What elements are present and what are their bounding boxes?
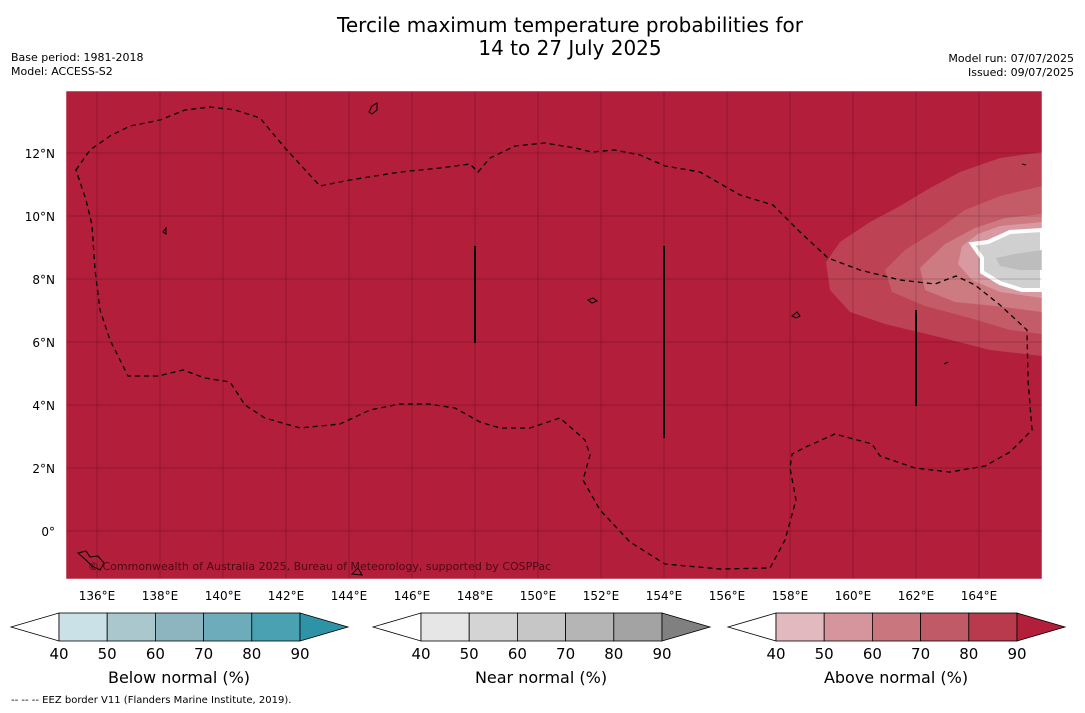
colorbar-near-segment [420, 612, 470, 642]
meta-right: Model run: 07/07/2025 Issued: 09/07/2025 [948, 52, 1074, 80]
colorbar-near-tick: 70 [556, 645, 575, 663]
colorbar-above-segment [968, 612, 1018, 642]
colorbar-above-tick: 90 [1007, 645, 1026, 663]
colorbar-below-segment [58, 612, 108, 642]
lon-label: 142°E [268, 589, 305, 603]
colorbar-above-segment [872, 612, 922, 642]
lon-label: 160°E [835, 589, 872, 603]
lon-label: 158°E [772, 589, 809, 603]
colorbar-above-tick: 80 [959, 645, 978, 663]
colorbar-below-segment [154, 612, 204, 642]
lon-label: 152°E [583, 589, 620, 603]
colorbar-above-tick: 60 [863, 645, 882, 663]
map-frame [65, 90, 1043, 580]
lat-label: 10°N [25, 210, 55, 224]
lat-label: 12°N [25, 147, 55, 161]
meta-left: Base period: 1981-2018 Model: ACCESS-S2 [11, 51, 143, 79]
colorbar-near-max-arrow [661, 612, 712, 642]
colorbar-near-tick: 80 [604, 645, 623, 663]
lon-label: 144°E [331, 589, 368, 603]
colorbar-below-max-arrow [299, 612, 350, 642]
base-period: Base period: 1981-2018 [11, 51, 144, 64]
colorbar-above-max-arrow [1016, 612, 1067, 642]
colorbar-above-segment [775, 612, 825, 642]
colorbar-near-segment [468, 612, 518, 642]
issued-date: Issued: 09/07/2025 [967, 66, 1074, 79]
eez-footnote: -- -- -- EEZ border V11 (Flanders Marine… [11, 695, 292, 706]
lon-label: 146°E [394, 589, 431, 603]
near-normal-inner-region [996, 250, 1042, 270]
colorbar-above-min-arrow [726, 612, 777, 642]
colorbar-above-tick: 50 [815, 645, 834, 663]
copyright-watermark: © Commonwealth of Australia 2025, Bureau… [88, 560, 551, 573]
map-area: © Commonwealth of Australia 2025, Bureau… [66, 91, 1042, 579]
colorbar-near-min-arrow [371, 612, 422, 642]
lat-label: 0° [41, 525, 55, 539]
colorbar-below-segment [251, 612, 301, 642]
lon-label: 138°E [142, 589, 179, 603]
lon-label: 136°E [79, 589, 116, 603]
lon-label: 148°E [457, 589, 494, 603]
colorbar-near-segment [613, 612, 663, 642]
gridlines [66, 91, 1042, 579]
colorbar-near-tick: 50 [460, 645, 479, 663]
colorbar-below-min-arrow [9, 612, 60, 642]
colorbar-near-segment [565, 612, 615, 642]
colorbar-below-segment [203, 612, 253, 642]
lon-label: 154°E [646, 589, 683, 603]
islands [76, 102, 1027, 576]
lat-label: 6°N [32, 336, 55, 350]
lat-axis: 12°N 10°N 8°N 6°N 4°N 2°N 0° [25, 147, 55, 539]
eez-border [75, 106, 1033, 570]
lon-label: 164°E [961, 589, 998, 603]
colorbar-below-tick: 50 [98, 645, 117, 663]
colorbar-title-near: Near normal (%) [474, 668, 608, 687]
lon-label: 162°E [898, 589, 935, 603]
colorbar-near-tick: 60 [508, 645, 527, 663]
lon-axis: 136°E 138°E 140°E 142°E 144°E 146°E 148°… [79, 589, 998, 603]
chart-title: Tercile maximum temperature probabilitie… [0, 14, 1085, 60]
lat-label: 2°N [32, 462, 55, 476]
colorbar-above-segment [823, 612, 873, 642]
colorbar-near-segment [517, 612, 567, 642]
colorbar-above-tick: 70 [911, 645, 930, 663]
title-line-2: 14 to 27 July 2025 [478, 36, 662, 60]
title-line-1: Tercile maximum temperature probabilitie… [337, 13, 803, 37]
colorbar-near-tick: 90 [652, 645, 671, 663]
lat-label: 8°N [32, 273, 55, 287]
colorbar-below-segment [106, 612, 156, 642]
colorbar-below-tick: 90 [290, 645, 309, 663]
colorbars: 40 50 60 70 80 90 40 50 60 70 80 90 40 50 60 70 80 90 [9, 612, 1067, 663]
map-background [66, 91, 1042, 579]
colorbar-below-tick: 70 [194, 645, 213, 663]
lat-label: 4°N [32, 399, 55, 413]
colorbar-above-tick: 40 [766, 645, 785, 663]
colorbar-above-segment [920, 612, 970, 642]
colorbar-below-tick: 60 [146, 645, 165, 663]
lon-label: 150°E [520, 589, 557, 603]
model-run: Model run: 07/07/2025 [948, 52, 1074, 65]
colorbar-title-below: Below normal (%) [107, 668, 251, 687]
colorbar-below-tick: 40 [49, 645, 68, 663]
colorbar-near-tick: 40 [411, 645, 430, 663]
model-name: Model: ACCESS-S2 [11, 65, 113, 78]
lon-label: 156°E [709, 589, 746, 603]
colorbar-below-tick: 80 [242, 645, 261, 663]
colorbar-title-above: Above normal (%) [823, 668, 969, 687]
lon-label: 140°E [205, 589, 242, 603]
